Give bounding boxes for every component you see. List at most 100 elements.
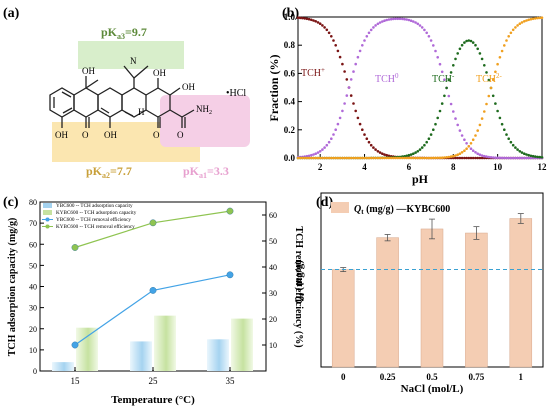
panel-b-point	[414, 151, 417, 154]
panel-b-point	[305, 17, 309, 21]
panel-c-xtick-label: 35	[226, 376, 236, 386]
panel-b-point	[376, 150, 380, 153]
panel-b-point	[385, 18, 389, 22]
panel-c-y2tick-label: 20	[269, 315, 277, 324]
panel-b-point	[483, 64, 486, 67]
panel-d-legend: Qt (mg/g) —KYBC600	[331, 202, 450, 216]
panel-b-species-label: TCH0	[375, 72, 399, 85]
panel-b-point	[345, 94, 349, 97]
panel-b-point	[321, 148, 324, 151]
panel-b-ytick-label: 0.4	[284, 97, 296, 107]
panel-b-point	[369, 28, 373, 32]
panel-b-point	[474, 156, 477, 160]
panel-b-point	[398, 17, 402, 21]
panel-c-xtick-label: 15	[71, 376, 81, 386]
panel-b-point	[407, 153, 411, 157]
panel-b-point	[529, 17, 533, 21]
panel-b-point	[520, 156, 524, 160]
panel-b-xtick-label: 4	[362, 162, 367, 172]
panel-d-legend-label: Qt (mg/g) —KYBC600	[354, 204, 450, 216]
panel-b-point	[467, 39, 471, 42]
panel-c-ytick-label: 40	[29, 283, 37, 292]
panel-d-legend-swatch	[331, 202, 349, 213]
panel-b-point	[454, 154, 457, 157]
panel-b-point	[432, 128, 435, 131]
panel-b-point	[491, 78, 495, 81]
panel-b-point	[338, 156, 342, 160]
panel-b-point	[416, 150, 420, 153]
panel-b-point	[334, 44, 338, 47]
panel-b-point	[452, 156, 455, 160]
panel-c-ytick-label: 20	[29, 325, 37, 334]
panel-d-bar	[420, 228, 444, 368]
panel-b-point	[374, 24, 377, 27]
panel-b-point	[372, 146, 375, 149]
panel-b-xtick-label: 10	[493, 162, 503, 172]
panel-b-point	[296, 16, 300, 20]
panel-b-point	[420, 146, 424, 149]
panel-b-point	[494, 102, 497, 105]
panel-b-point	[361, 128, 364, 131]
panel-c-legend-swatch	[43, 210, 52, 215]
panel-b-point	[318, 156, 322, 160]
panel-c-ytick-label: 70	[29, 219, 37, 228]
panel-b-point	[345, 156, 349, 160]
panel-b-point	[518, 22, 522, 26]
panel-b-point	[460, 134, 464, 137]
panel-b-point	[509, 156, 513, 160]
panel-b-point	[381, 20, 384, 23]
panel-b-point	[463, 156, 466, 160]
panel-b-point	[403, 17, 406, 21]
panel-b-point	[438, 156, 442, 160]
panel-b-ytick-label: 0.2	[284, 125, 296, 135]
panel-b-point	[467, 156, 471, 160]
panel-b-point	[345, 78, 349, 81]
panel-b-point	[394, 156, 397, 160]
panel-b-point	[538, 155, 542, 159]
panel-b-point	[332, 133, 335, 136]
panel-c-y2tick-label: 50	[269, 237, 277, 246]
panel-b-point	[318, 22, 322, 26]
panel-b-point	[429, 133, 433, 136]
panel-b-point	[480, 57, 484, 61]
panel-b-point	[352, 156, 355, 160]
panel-b-point	[460, 156, 464, 160]
panel-b-point	[471, 149, 475, 152]
panel-label-b: (b)	[282, 6, 299, 21]
panel-b-point	[434, 49, 437, 53]
panel-b-point	[487, 94, 491, 98]
panel-b-point	[341, 156, 344, 160]
panel-b-point	[318, 150, 322, 153]
panel-b-point	[365, 137, 369, 140]
panel-b-point	[378, 21, 382, 24]
panel-b-point	[511, 143, 515, 147]
panel-b-point	[361, 156, 364, 160]
panel-c-y2label: TCH removal efficiency (%)	[293, 226, 304, 347]
panel-b-point	[529, 156, 533, 160]
panel-b-point	[443, 94, 446, 98]
panel-c-xlabel: Temperature (°C)	[111, 394, 195, 406]
panel-b-point	[520, 151, 524, 154]
panel-b-point	[325, 28, 329, 32]
panel-b-point	[429, 156, 433, 160]
panel-b-point	[352, 70, 355, 73]
panel-b-point	[312, 153, 315, 156]
atom-oh-3: OH	[153, 68, 166, 78]
panel-b-point	[325, 156, 329, 160]
panel-b-point	[409, 153, 413, 156]
panel-d-bar	[509, 218, 533, 368]
panel-b-point	[423, 143, 426, 147]
panel-b-point	[458, 47, 462, 51]
panel-b-point	[465, 156, 468, 160]
panel-b-point	[363, 133, 366, 136]
panel-b-point	[336, 49, 340, 53]
panel-b-point	[469, 156, 473, 160]
panel-c-legend-label: YBC600 -- TCH removal efficiency	[56, 216, 131, 223]
panel-c-y2tick-label: 40	[269, 263, 277, 272]
panel-b-point	[478, 156, 482, 160]
panel-c: (c) TCH adsorption capacity (mg/g) TCH r…	[3, 195, 304, 406]
panel-b-point	[469, 142, 473, 145]
atom-nh2: NH2	[196, 104, 212, 116]
panel-b-point	[405, 154, 409, 158]
panel-b-point	[456, 123, 460, 127]
